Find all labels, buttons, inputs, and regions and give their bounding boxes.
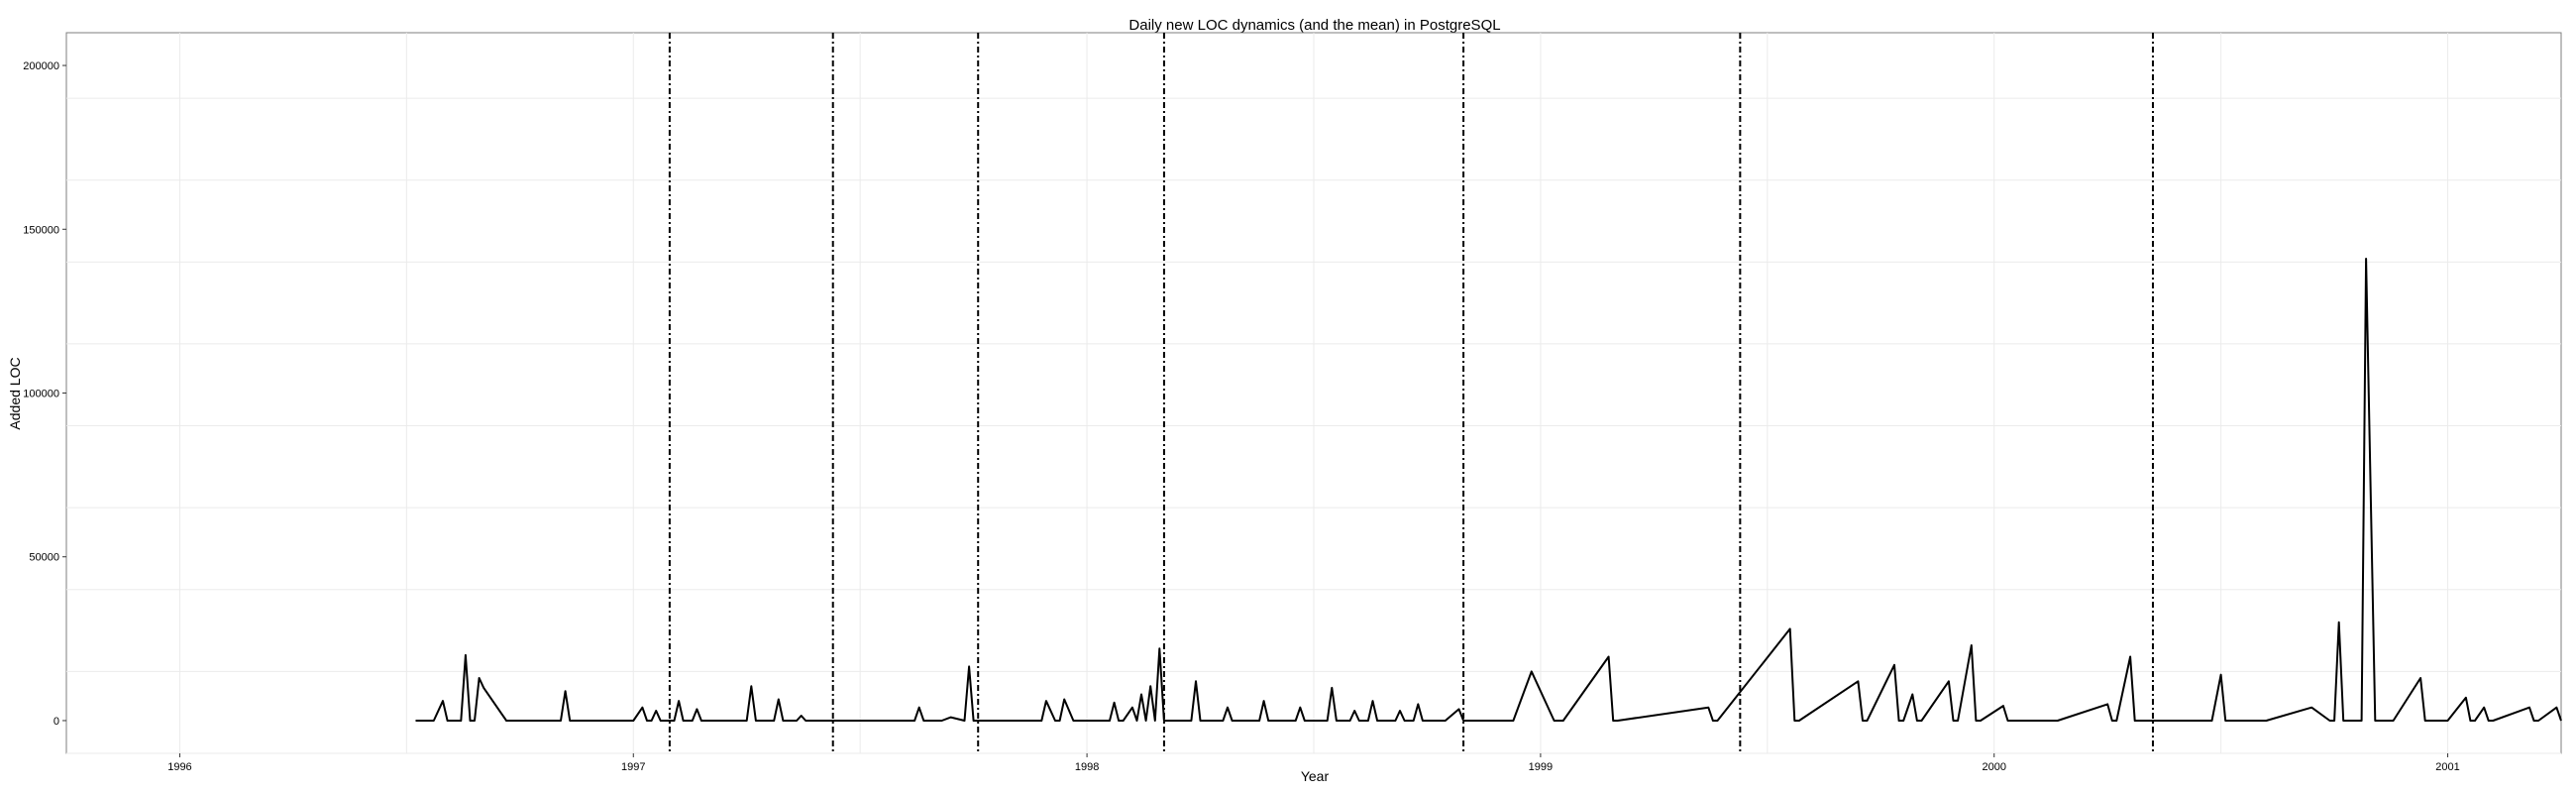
series-layer	[415, 258, 2562, 722]
y-tick-label: 150000	[23, 224, 59, 236]
y-tick-label: 0	[54, 716, 59, 728]
grid-layer	[66, 33, 2561, 754]
series-line	[415, 258, 2562, 722]
x-axis: 1996 1997 1998 1999 2000 2001	[167, 753, 2460, 773]
x-tick-label: 2001	[2435, 761, 2459, 773]
y-tick-label: 50000	[29, 552, 59, 564]
x-tick-label: 1999	[1529, 761, 1553, 773]
x-tick-label: 1997	[621, 761, 645, 773]
x-tick-label: 1996	[167, 761, 191, 773]
vertical-mean-lines	[668, 33, 2154, 753]
x-tick-label: 2000	[1982, 761, 2005, 773]
x-tick-label: 1998	[1075, 761, 1099, 773]
chart-title: Daily new LOC dynamics (and the mean) in…	[1128, 17, 1500, 34]
y-axis: 0 50000 100000 150000 200000	[23, 60, 66, 728]
x-axis-label: Year	[1301, 768, 1330, 784]
y-axis-label: Added LOC	[7, 357, 23, 429]
y-tick-label: 100000	[23, 389, 59, 400]
y-tick-label: 200000	[23, 60, 59, 72]
